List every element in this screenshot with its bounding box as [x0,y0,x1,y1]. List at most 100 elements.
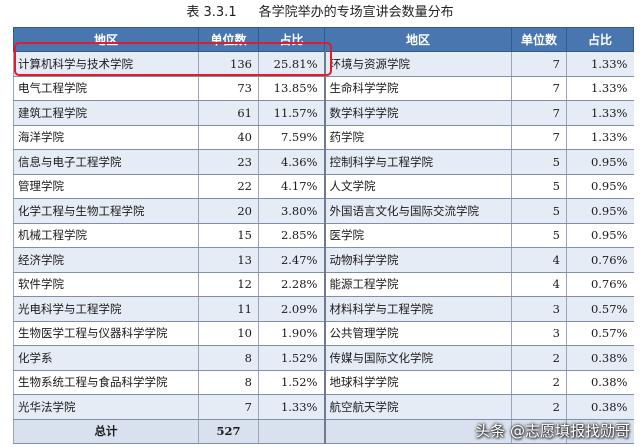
left-count-cell: 15 [198,223,259,248]
right-count-cell: 2 [511,370,567,395]
left-name-cell: 电气工程学院 [13,76,199,101]
right-count-cell: 3 [511,321,567,346]
left-pct-cell: 1.33% [258,394,325,420]
left-count-cell: 8 [198,370,259,395]
left-name-cell: 海洋学院 [13,125,199,150]
table-row: 经济学院 13 2.47% 动物科学学院 4 0.76% [13,247,634,273]
left-pct-cell: 2.28% [258,272,325,297]
left-pct-cell: 1.52% [258,370,325,395]
header-pct: 占比 [258,27,325,52]
left-count-cell: 7 [198,394,259,420]
right-pct-cell: 0.76% [566,272,634,297]
right-pct-cell: 0.57% [566,321,634,346]
left-count-cell: 12 [198,272,259,297]
table-row: 光电科学与工程学院 11 2.09% 材料科学与工程学院 3 0.57% [13,296,634,322]
left-name-cell: 建筑工程学院 [13,100,199,126]
right-count-cell: 2 [511,394,567,420]
right-name-cell: 地球科学学院 [323,370,512,395]
left-count-cell: 20 [198,198,259,224]
right-name-cell: 医学院 [323,223,512,248]
left-name-cell: 计算机科学与技术学院 [13,51,199,77]
table-header-row: 地区 单位数 占比 地区 单位数 占比 [13,27,634,52]
left-name-cell: 生物系统工程与食品科学学院 [13,370,199,395]
total-empty-cell [511,419,567,444]
right-name-cell: 药学院 [323,125,512,150]
total-empty-cell [566,419,634,444]
table-row: 电气工程学院 73 13.85% 生命科学学院 7 1.33% [13,76,634,101]
right-name-cell: 能源工程学院 [323,272,512,297]
right-pct-cell: 1.33% [566,125,634,150]
left-count-cell: 8 [198,345,259,371]
right-pct-cell: 0.95% [566,174,634,199]
left-name-cell: 经济学院 [13,247,199,273]
left-count-cell: 61 [198,100,259,126]
right-name-cell: 环境与资源学院 [323,51,512,77]
total-row: 总计 527 [13,419,634,444]
table-row: 生物系统工程与食品科学学院 8 1.52% 地球科学学院 2 0.38% [13,370,634,395]
right-name-cell: 航空航天学院 [323,394,512,420]
right-name-cell: 外国语言文化与国际交流学院 [323,198,512,224]
left-pct-cell: 4.36% [258,149,325,175]
table-row: 建筑工程学院 61 11.57% 数学科学学院 7 1.33% [13,100,634,126]
table-row: 计算机科学与技术学院 136 25.81% 环境与资源学院 7 1.33% [13,51,634,77]
college-distribution-table: 地区 单位数 占比 地区 单位数 占比 计算机科学与技术学院 136 25.81% 环… [13,27,634,444]
left-pct-cell: 2.09% [258,296,325,322]
left-pct-cell: 3.80% [258,198,325,224]
left-pct-cell: 7.59% [258,125,325,150]
header-count: 单位数 [198,27,259,52]
table-row: 信息与电子工程学院 23 4.36% 控制科学与工程学院 5 0.95% [13,149,634,175]
watermark: 头条 @志愿填报找勋哥 [475,422,630,440]
header-region-2: 地区 [324,27,512,52]
table-title: 各学院举办的专场宣讲会数量分布 [258,5,454,20]
table-row: 生物医学工程与仪器科学学院 10 1.90% 公共管理学院 3 0.57% [13,321,634,346]
right-count-cell: 4 [511,272,567,297]
left-pct-cell: 25.81% [258,51,325,77]
left-count-cell: 22 [198,174,259,199]
right-count-cell: 7 [511,51,567,77]
right-name-cell: 数学科学学院 [323,100,512,126]
right-count-cell: 5 [511,174,567,199]
header-pct-2: 占比 [566,27,634,52]
right-pct-cell: 1.33% [566,100,634,126]
table-row: 机械工程学院 15 2.85% 医学院 5 0.95% [13,223,634,248]
right-pct-cell: 1.33% [566,76,634,101]
table-row: 光华法学院 7 1.33% 航空航天学院 2 0.38% [13,394,634,420]
right-name-cell: 公共管理学院 [323,321,512,346]
right-pct-cell: 0.95% [566,198,634,224]
left-pct-cell: 2.47% [258,247,325,273]
left-count-cell: 11 [198,296,259,322]
right-pct-cell: 0.95% [566,149,634,175]
left-count-cell: 136 [198,51,259,77]
table-number: 表 3.3.1 [186,5,237,20]
table-body: 计算机科学与技术学院 136 25.81% 环境与资源学院 7 1.33% 电气工程学院 73… [13,51,634,420]
right-count-cell: 2 [511,345,567,371]
right-name-cell: 生命科学学院 [323,76,512,101]
table-row: 化学工程与生物工程学院 20 3.80% 外国语言文化与国际交流学院 5 0.95% [13,198,634,224]
left-count-cell: 23 [198,149,259,175]
left-count-cell: 13 [198,247,259,273]
right-count-cell: 5 [511,223,567,248]
right-name-cell: 材料科学与工程学院 [323,296,512,322]
total-count: 527 [198,419,259,444]
left-pct-cell: 1.90% [258,321,325,346]
header-region: 地区 [13,27,199,52]
right-count-cell: 5 [511,149,567,175]
left-pct-cell: 1.52% [258,345,325,371]
header-count-2: 单位数 [511,27,567,52]
right-count-cell: 5 [511,198,567,224]
table-row: 海洋学院 40 7.59% 药学院 7 1.33% [13,125,634,150]
right-name-cell: 人文学院 [323,174,512,199]
left-count-cell: 10 [198,321,259,346]
total-empty-cell [323,419,512,444]
table-row: 管理学院 22 4.17% 人文学院 5 0.95% [13,174,634,199]
right-count-cell: 4 [511,247,567,273]
total-empty-cell [258,419,325,444]
left-count-cell: 40 [198,125,259,150]
right-count-cell: 7 [511,125,567,150]
right-pct-cell: 0.76% [566,247,634,273]
left-name-cell: 光华法学院 [13,394,199,420]
left-name-cell: 光电科学与工程学院 [13,296,199,322]
right-pct-cell: 0.38% [566,345,634,371]
right-name-cell: 传媒与国际文化学院 [323,345,512,371]
left-name-cell: 生物医学工程与仪器科学学院 [13,321,199,346]
